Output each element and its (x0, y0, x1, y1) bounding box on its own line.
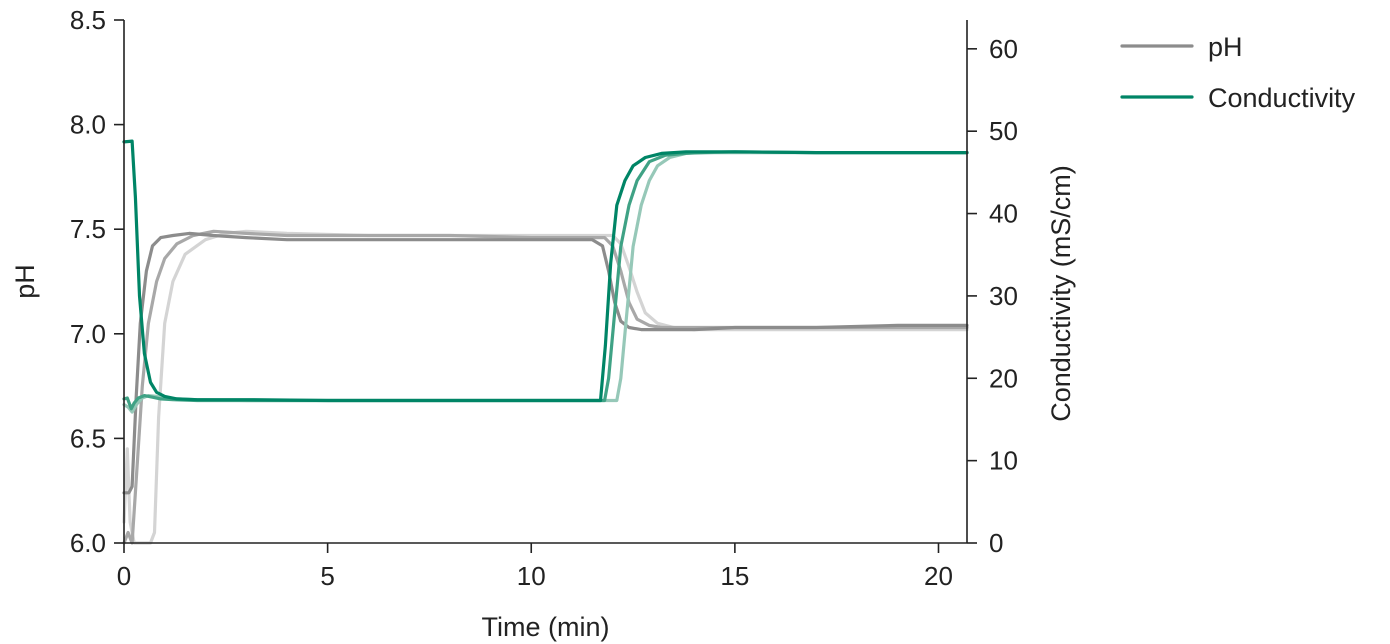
right-y-tick-label: 60 (989, 34, 1018, 64)
right-y-tick-label: 20 (989, 363, 1018, 393)
x-axis-title: Time (min) (482, 612, 610, 642)
ph-series-line-0 (122, 231, 969, 495)
left-y-axis-title: pH (10, 264, 40, 299)
left-y-tick-label: 6.0 (70, 528, 106, 558)
ph-series-line-2 (122, 229, 969, 545)
right-y-tick-label: 40 (989, 199, 1018, 229)
conductivity-series-line-5 (122, 151, 969, 414)
ph-series-line-1 (122, 229, 969, 545)
x-tick-label: 5 (320, 561, 334, 591)
series-layer (122, 139, 969, 545)
legend-conductivity-label: Conductivity (1208, 83, 1356, 113)
right-y-tick-label: 10 (989, 446, 1018, 476)
right-y-tick-label: 0 (989, 528, 1003, 558)
right-y-axis-title: Conductivity (mS/cm) (1046, 165, 1076, 422)
left-y-tick-label: 7.0 (70, 319, 106, 349)
legend: pH Conductivity (1120, 32, 1356, 113)
legend-ph-label: pH (1208, 32, 1243, 62)
right-y-tick-label: 50 (989, 116, 1018, 146)
x-tick-label: 15 (720, 561, 749, 591)
x-tick-label: 10 (517, 561, 546, 591)
x-tick-label: 20 (924, 561, 953, 591)
conductivity-series-line-3 (122, 139, 969, 403)
left-y-tick-label: 6.5 (70, 423, 106, 453)
left-y-tick-label: 7.5 (70, 214, 106, 244)
right-y-tick-label: 30 (989, 281, 1018, 311)
ticks-layer: 6.0 6.5 7.0 7.5 8.0 8.5 0 10 20 30 40 50 60 0 5 10 15 20 (70, 5, 1018, 591)
axes-layer (123, 20, 968, 544)
left-y-tick-label: 8.5 (70, 5, 106, 35)
x-tick-label: 0 (117, 561, 131, 591)
conductivity-series-line-4 (122, 150, 969, 411)
left-y-tick-label: 8.0 (70, 110, 106, 140)
